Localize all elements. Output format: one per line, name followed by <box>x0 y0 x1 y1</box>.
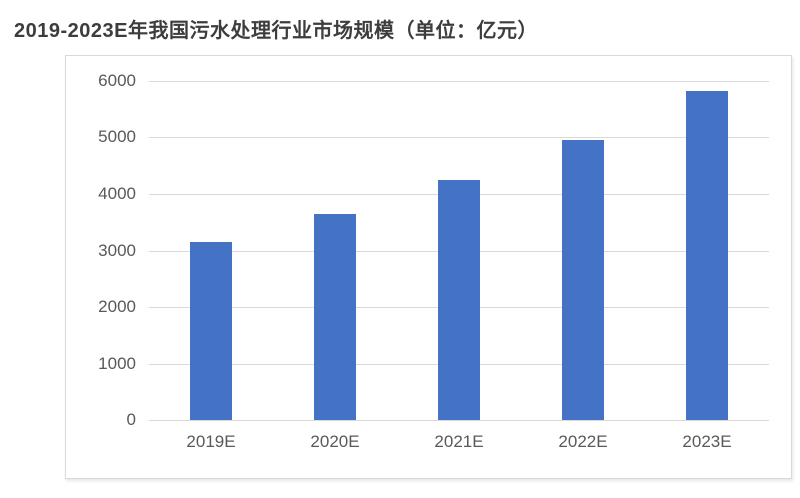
x-axis-tick-label-2020E: 2020E <box>310 432 360 451</box>
y-axis-tick-label: 2000 <box>98 297 136 316</box>
y-axis-tick-label: 0 <box>126 410 136 429</box>
x-axis-tick-label-2023E: 2023E <box>682 432 732 451</box>
bar-2020E <box>314 214 356 420</box>
y-axis-tick-label: 1000 <box>98 354 136 373</box>
x-axis-tick-label-2022E: 2022E <box>558 432 608 451</box>
bar-2022E <box>562 140 604 420</box>
y-axis-tick-label: 5000 <box>98 127 136 146</box>
bar-2023E <box>686 91 728 420</box>
bar-2021E <box>438 180 480 420</box>
chart-frame: 0 1000 2000 3000 4000 5000 6000 2019E 2020E 2021E… <box>65 55 792 479</box>
gridline-y-0 <box>149 420 769 421</box>
y-axis-tick-label: 6000 <box>98 71 136 90</box>
chart-title: 2019-2023E年我国污水处理行业市场规模（单位：亿元） <box>14 20 538 42</box>
x-axis-tick-label-2021E: 2021E <box>434 432 484 451</box>
bar-2019E <box>190 242 232 420</box>
gridline-y-6000 <box>149 81 769 82</box>
y-axis-tick-label: 4000 <box>98 184 136 203</box>
y-axis-tick-label: 3000 <box>98 241 136 260</box>
gridline-y-5000 <box>149 137 769 138</box>
x-axis-tick-label-2019E: 2019E <box>186 432 236 451</box>
